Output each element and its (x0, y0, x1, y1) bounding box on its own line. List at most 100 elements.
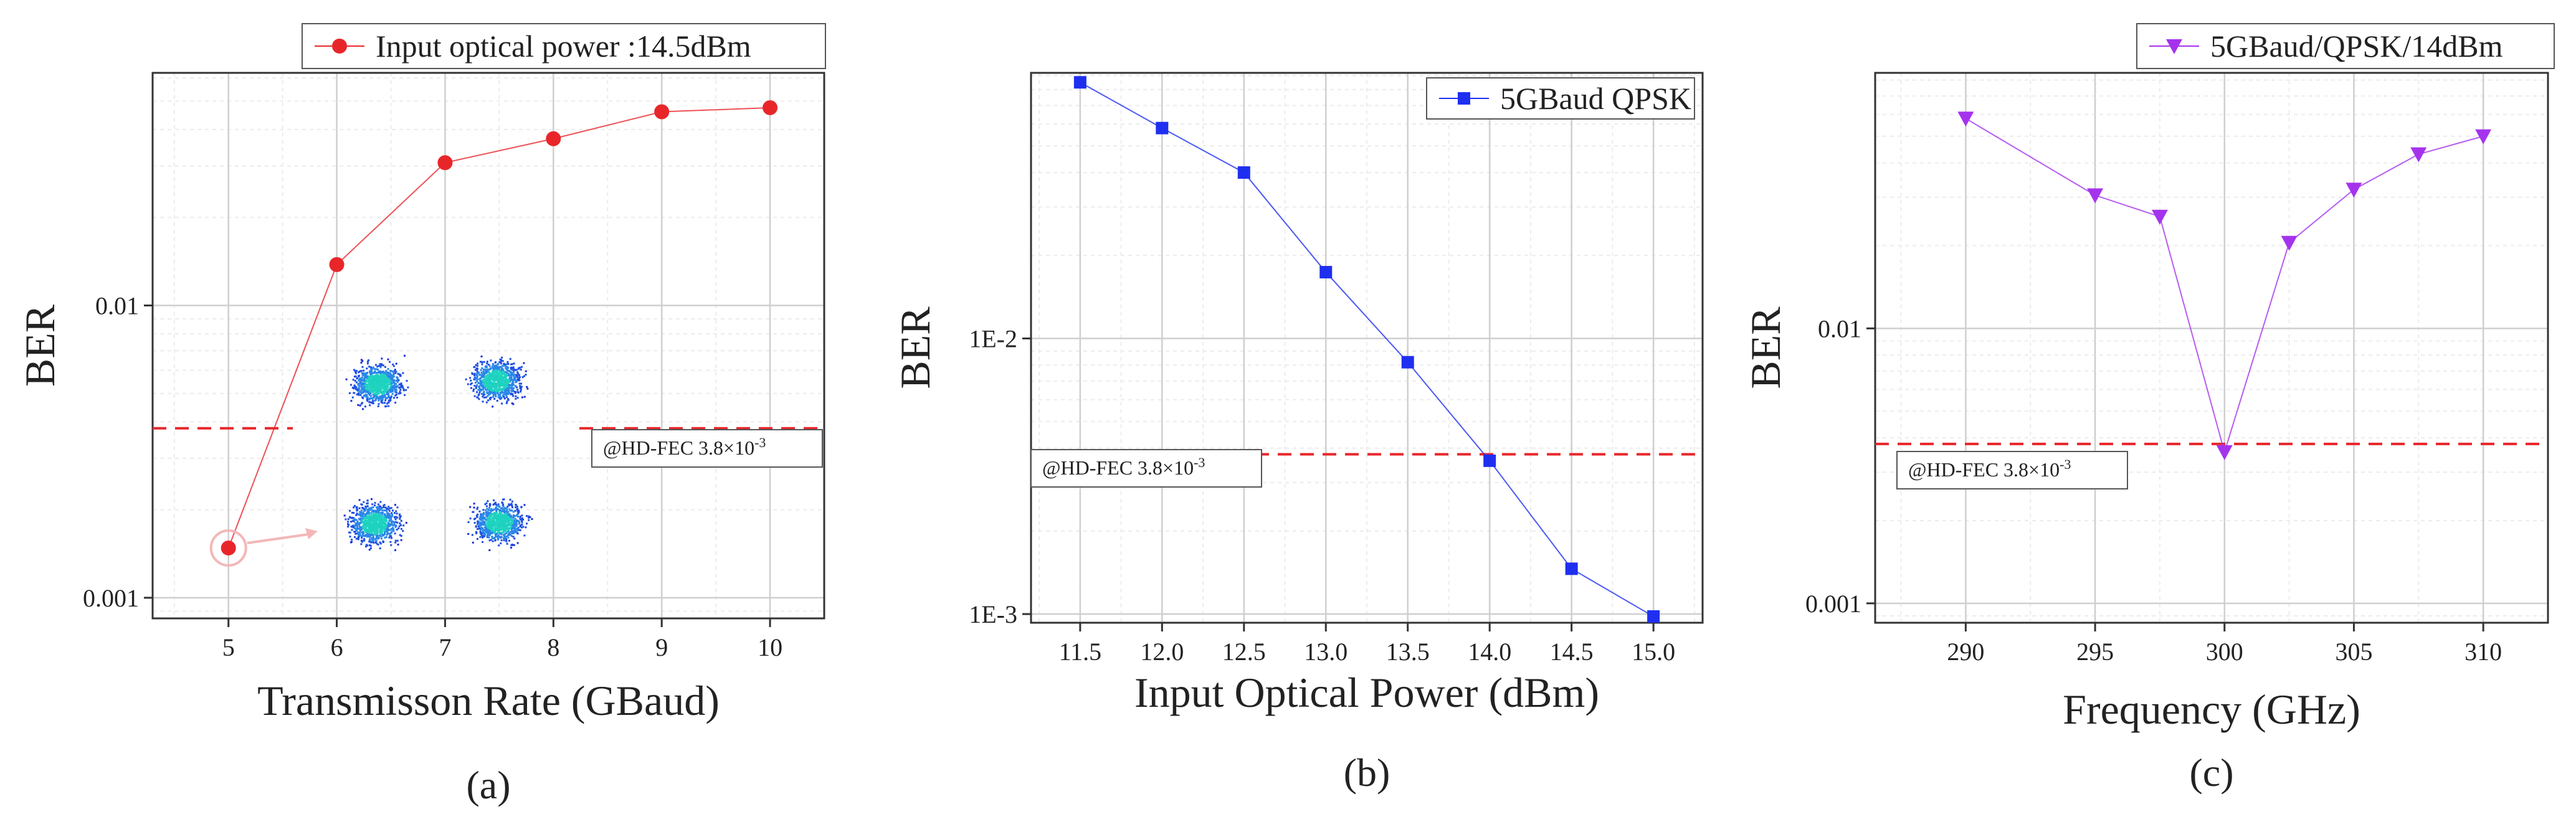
constellation-point (487, 379, 490, 382)
constellation-point (482, 373, 484, 376)
constellation-point (365, 528, 368, 531)
constellation-point (492, 529, 495, 532)
highlight-ring (209, 529, 247, 567)
constellation-point (357, 382, 359, 385)
constellation-point (378, 365, 380, 367)
constellation-point (393, 385, 396, 387)
constellation-point (353, 504, 356, 507)
constellation-point (371, 378, 373, 380)
constellation-point (361, 396, 364, 399)
constellation-point (492, 382, 494, 384)
constellation-point (495, 378, 498, 380)
constellation-point (365, 376, 368, 379)
constellation-point (470, 383, 472, 385)
constellation-point (502, 394, 505, 397)
constellation-point (513, 544, 515, 546)
constellation-point (490, 373, 492, 376)
constellation-point (380, 391, 383, 394)
constellation-point (500, 372, 502, 374)
constellation-point (508, 379, 510, 381)
constellation-point (379, 376, 382, 379)
x-tick-label: 6 (331, 633, 343, 661)
constellation-point (366, 386, 368, 389)
constellation-point (505, 371, 508, 374)
constellation-point (488, 504, 491, 506)
constellation-point (366, 525, 369, 527)
constellation-point (353, 519, 355, 522)
constellation-point (501, 391, 503, 394)
y-tick-label: 1E-3 (969, 600, 1017, 628)
constellation-point (387, 395, 389, 398)
constellation-point (513, 515, 516, 517)
constellation-point (355, 514, 358, 516)
constellation-point (490, 514, 492, 517)
x-axis-label: Frequency (GHz) (2063, 686, 2360, 733)
constellation-point (477, 521, 479, 524)
annotation-arrow (247, 533, 309, 544)
constellation-point (493, 521, 496, 524)
constellation-point (363, 501, 365, 503)
constellation-point (399, 392, 402, 394)
constellation-point (504, 379, 506, 381)
constellation-point (386, 512, 389, 514)
constellation-point (505, 519, 507, 522)
constellation-point (374, 502, 376, 504)
constellation-point (366, 517, 368, 520)
constellation-point (380, 511, 383, 514)
constellation-point (373, 523, 376, 526)
constellation-point (355, 388, 358, 390)
constellation-point (506, 514, 508, 516)
constellation-point (486, 382, 488, 384)
constellation-point (486, 534, 488, 537)
constellation-point (512, 367, 515, 369)
constellation-point (503, 520, 505, 522)
constellation-point (498, 529, 501, 531)
constellation-point (370, 379, 373, 382)
constellation-point (488, 520, 490, 522)
constellation-point (371, 522, 374, 525)
constellation-point (488, 506, 491, 509)
constellation-point (502, 387, 505, 390)
constellation-point (497, 366, 500, 368)
constellation-point (486, 361, 488, 363)
constellation-point (389, 514, 391, 516)
constellation-point (390, 518, 392, 521)
constellation-point (501, 402, 503, 405)
constellation-point (366, 516, 368, 518)
constellation-point (503, 511, 506, 513)
constellation-point (506, 519, 508, 522)
constellation-point (399, 513, 401, 516)
constellation-point (487, 531, 489, 533)
constellation-point (498, 386, 500, 389)
constellation-point (392, 528, 395, 531)
legend-marker (2166, 39, 2182, 54)
constellation-point (389, 541, 392, 543)
constellation-point (508, 519, 511, 521)
constellation-point (478, 510, 481, 513)
constellation-point (374, 541, 377, 544)
constellation-point (485, 366, 488, 369)
constellation-point (482, 368, 485, 371)
constellation-point (517, 373, 520, 376)
constellation-point (359, 511, 362, 514)
constellation-point (389, 369, 392, 372)
constellation-point (522, 518, 525, 521)
constellation-point (506, 381, 509, 384)
constellation-point (510, 530, 513, 532)
constellation-point (371, 516, 374, 519)
constellation-point (372, 527, 374, 529)
constellation-point (352, 526, 354, 529)
constellation-point (372, 509, 374, 512)
constellation-point (505, 376, 507, 378)
constellation-point (500, 513, 502, 515)
constellation-point (363, 394, 366, 397)
constellation-point (493, 379, 495, 381)
constellation-point (513, 376, 515, 378)
constellation-point (387, 508, 389, 511)
data-point (437, 155, 453, 171)
constellation-point (501, 389, 504, 391)
constellation-point (364, 522, 367, 524)
constellation-point (517, 526, 520, 529)
x-tick-label: 11.5 (1059, 638, 1102, 666)
constellation-point (360, 361, 363, 364)
